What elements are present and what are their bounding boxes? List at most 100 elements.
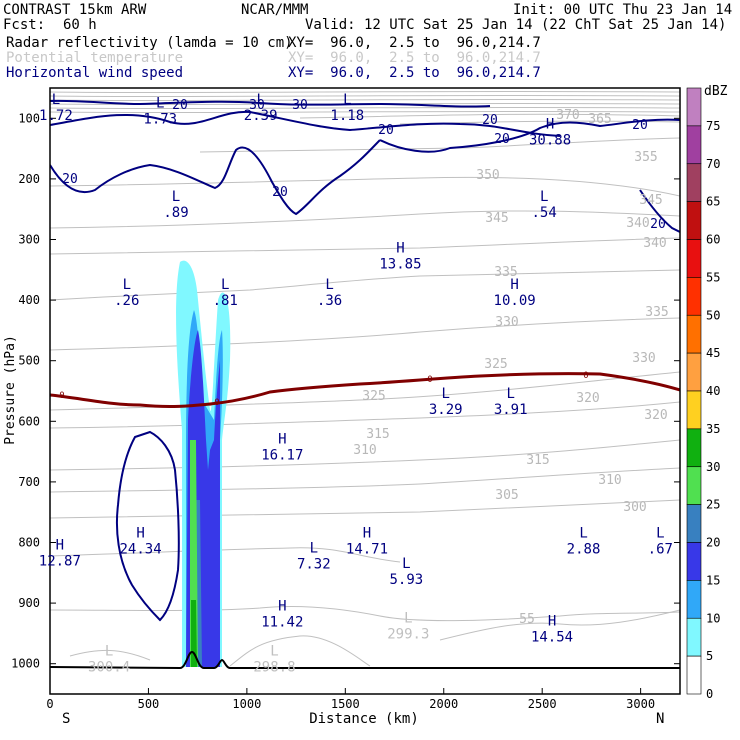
colorbar-label: 50 <box>706 308 720 322</box>
theta-contour-label: 370 <box>556 108 579 123</box>
colorbar-swatch <box>686 504 702 543</box>
extremum-type: H <box>56 538 64 554</box>
field-2-name: Potential temperature <box>6 50 184 66</box>
theta-contour-label: 55 <box>519 612 535 627</box>
theta-contour-label: 315 <box>526 453 549 468</box>
wind-speed-contours <box>50 99 680 622</box>
wind-contour-label: 20 <box>494 132 510 147</box>
extremum-value: .36 <box>317 293 342 309</box>
x-tick-label: 0 <box>46 697 53 711</box>
extremum-type: H <box>396 241 404 257</box>
chart-title: CONTRAST 15km ARW <box>3 2 147 18</box>
extremum-value: 30.88 <box>529 132 571 148</box>
y-tick-label: 200 <box>18 172 40 186</box>
theta-contour-label: 315 <box>366 427 389 442</box>
colorbar-label: 65 <box>706 195 720 209</box>
extremum-type: L <box>156 95 164 111</box>
forecast-label: Fcst: <box>3 17 46 33</box>
y-tick-label: 600 <box>18 414 40 428</box>
colorbar-label: 20 <box>706 536 720 550</box>
theta-contour-label: 330 <box>495 315 518 330</box>
theta-contour-label: 300 <box>623 500 646 515</box>
theta-contour-label: 325 <box>484 357 507 372</box>
colorbar-label: 15 <box>706 573 720 587</box>
colorbar-swatch <box>686 314 702 354</box>
colorbar-swatch <box>686 125 702 165</box>
field-2-xy: XY= 96.0, 2.5 to 96.0,214.7 <box>288 50 541 66</box>
x-tick-label: 1500 <box>331 697 360 711</box>
theta-contour-label: 340 <box>643 236 666 251</box>
field-3-name: Horizontal wind speed <box>6 65 184 81</box>
freezing-level-line <box>50 372 680 409</box>
extremum-value: 300.4 <box>88 660 130 676</box>
extremum-value: 3.29 <box>429 402 463 418</box>
wind-contour-label: 20 <box>482 113 498 128</box>
extremum-value: .67 <box>648 542 673 558</box>
extremum-value: 3.91 <box>494 402 528 418</box>
theta-contour-label: 335 <box>645 305 668 320</box>
extremum-type: H <box>278 598 286 614</box>
colorbar-label: 35 <box>706 422 720 436</box>
init-time: Init: 00 UTC Thu 23 Jan 14 <box>513 2 733 18</box>
theta-contour-label: 310 <box>598 473 621 488</box>
extremum-value: 1.73 <box>143 111 177 127</box>
theta-contour-label: 335 <box>494 265 517 280</box>
extremum-type: L <box>442 386 450 402</box>
extremum-type: L <box>52 92 60 108</box>
freezing-level-label: 0 <box>214 398 219 408</box>
wind-contour-label: 20 <box>650 217 666 232</box>
y-tick-label: 300 <box>18 233 40 247</box>
y-tick-label: 800 <box>18 536 40 550</box>
plot-frame <box>49 87 681 695</box>
theta-contour-label: 330 <box>632 351 655 366</box>
org-label: NCAR/MMM <box>241 2 309 18</box>
extremum-value: 14.71 <box>346 542 388 558</box>
y-axis-title: Pressure (hPa) <box>3 335 18 445</box>
extremum-value: 11.42 <box>261 614 303 630</box>
colorbar-swatch <box>686 163 702 202</box>
colorbar-label: 25 <box>706 498 720 512</box>
theta-contour-label: 355 <box>634 150 657 165</box>
colorbar-swatch <box>686 277 702 316</box>
extremum-value: 299.3 <box>387 626 429 642</box>
colorbar-swatch <box>686 239 702 278</box>
terrain-line <box>50 650 680 670</box>
x-tick-label: 2000 <box>429 697 458 711</box>
extremum-value: 7.32 <box>297 557 331 573</box>
north-label: N <box>656 711 664 727</box>
colorbar-swatch <box>686 542 702 581</box>
extremum-value: .54 <box>532 205 557 221</box>
field-1-xy: XY= 96.0, 2.5 to 96.0,214.7 <box>288 35 541 51</box>
colorbar-label: 30 <box>706 460 720 474</box>
extremum-type: H <box>546 116 554 132</box>
colorbar-label: 75 <box>706 119 720 133</box>
extremum-value: 2.88 <box>567 542 601 558</box>
extremum-type: H <box>363 526 371 542</box>
y-tick-label: 700 <box>18 475 40 489</box>
extremum-value: 1.72 <box>39 108 73 124</box>
field-3-xy: XY= 96.0, 2.5 to 96.0,214.7 <box>288 65 541 81</box>
y-tick-label: 1000 <box>11 657 40 671</box>
extremum-value: 14.54 <box>531 629 573 645</box>
theta-contour-label: 325 <box>362 389 385 404</box>
colorbar-unit: dBZ <box>704 84 728 99</box>
extremum-type: L <box>404 610 412 626</box>
wind-contour-label: 20 <box>632 118 648 133</box>
colorbar-label: 45 <box>706 346 720 360</box>
y-tick-label: 100 <box>18 111 40 125</box>
colorbar-label: 70 <box>706 157 720 171</box>
extremum-value: 24.34 <box>119 542 161 558</box>
extremum-value: 16.17 <box>261 448 303 464</box>
theta-contour-label: 305 <box>495 488 518 503</box>
colorbar-swatch <box>686 201 702 240</box>
x-tick-label: 500 <box>138 697 160 711</box>
wind-contour-label: 20 <box>378 123 394 138</box>
colorbar-swatch <box>686 87 702 127</box>
extremum-type: H <box>136 526 144 542</box>
x-tick-label: 2500 <box>528 697 557 711</box>
theta-contour-label: 350 <box>476 168 499 183</box>
reflectivity-fill <box>176 260 231 667</box>
extremum-value: 298.8 <box>253 660 295 676</box>
